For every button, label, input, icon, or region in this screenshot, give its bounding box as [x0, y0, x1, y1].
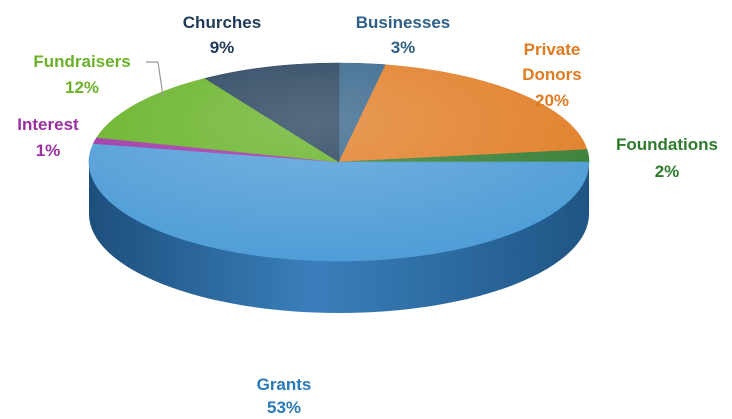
slice-label-interest: Interest 1% [17, 115, 79, 160]
slice-label-businesses: Businesses 3% [356, 13, 451, 57]
slice-label-fundraisers-name: Fundraisers [33, 52, 130, 71]
slice-label-churches: Churches 9% [183, 13, 261, 57]
slice-label-private-donors-name-line2: Donors [522, 65, 582, 84]
slice-label-grants-name: Grants [257, 375, 312, 394]
slice-label-churches-name: Churches [183, 13, 261, 32]
slice-label-private-donors-value: 20% [535, 91, 569, 110]
slice-label-fundraisers: Fundraisers 12% [33, 52, 130, 97]
slice-label-businesses-name: Businesses [356, 13, 451, 32]
slice-label-foundations-name: Foundations [616, 135, 718, 154]
slice-label-interest-value: 1% [36, 141, 61, 160]
slice-label-interest-name: Interest [17, 115, 79, 134]
slice-label-businesses-value: 3% [391, 38, 416, 57]
slice-label-private-donors-name-line1: Private [524, 40, 581, 59]
slice-label-fundraisers-value: 12% [65, 78, 99, 97]
pie-side-wall [89, 162, 589, 313]
slice-label-foundations: Foundations 2% [616, 135, 718, 181]
pie-top-highlight [89, 63, 589, 261]
slice-label-foundations-value: 2% [655, 162, 680, 181]
leader-line-fundraisers [146, 61, 164, 97]
slice-label-grants-value: 53% [267, 398, 301, 417]
slice-label-private-donors: Private Donors 20% [522, 40, 582, 110]
pie-side [89, 162, 589, 313]
slice-label-grants: Grants 53% [257, 375, 312, 417]
slice-label-churches-value: 9% [210, 38, 235, 57]
